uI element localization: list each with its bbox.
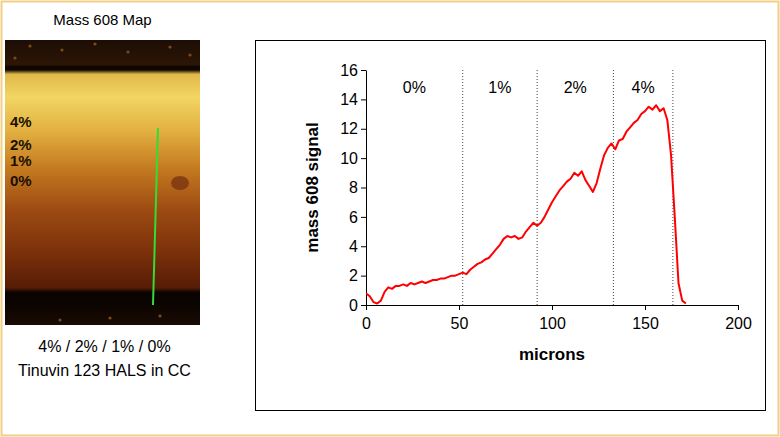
y-tick-mark — [361, 276, 366, 277]
map-background — [5, 40, 200, 325]
region-label: 1% — [488, 79, 511, 96]
layer-label: 1% — [10, 152, 32, 169]
x-tick: 150 — [632, 305, 659, 332]
y-tick-label: 4 — [349, 238, 358, 255]
y-tick: 8 — [349, 179, 366, 196]
x-tick: 200 — [725, 305, 752, 332]
layer-label: 4% — [10, 113, 32, 130]
y-tick-label: 12 — [340, 120, 358, 137]
x-tick-label: 100 — [539, 315, 566, 332]
x-tick-label: 150 — [632, 315, 659, 332]
x-tick-label: 200 — [725, 315, 752, 332]
map-speck — [60, 48, 63, 51]
map-speck — [168, 45, 171, 48]
y-tick: 0 — [349, 297, 366, 314]
x-tick-mark — [459, 305, 460, 310]
y-tick-mark — [361, 246, 366, 247]
figure: Mass 608 Map4%2%1%0%4% / 2% / 1% / 0%Tin… — [0, 0, 780, 437]
region-boundaries — [463, 70, 673, 305]
signal-line — [366, 105, 686, 303]
map-caption: 4% / 2% / 1% / 0% — [38, 338, 171, 355]
x-tick: 100 — [539, 305, 566, 332]
y-tick: 6 — [349, 208, 366, 225]
y-tick: 2 — [349, 267, 366, 284]
y-tick-label: 10 — [340, 150, 358, 167]
map-caption: Tinuvin 123 HALS in CC — [18, 362, 191, 379]
y-tick: 4 — [349, 238, 366, 255]
y-tick-mark — [361, 129, 366, 130]
map-speck — [93, 42, 96, 45]
y-tick-label: 2 — [349, 267, 358, 284]
y-tick-label: 14 — [340, 91, 358, 108]
map-title: Mass 608 Map — [53, 11, 151, 28]
profile-line — [153, 128, 158, 305]
y-tick-label: 0 — [349, 297, 358, 314]
region-label: 2% — [564, 79, 587, 96]
map-speck — [28, 44, 31, 47]
map-speck — [108, 316, 111, 319]
x-tick-mark — [645, 305, 646, 310]
y-tick: 16 — [340, 62, 366, 79]
layer-label: 2% — [10, 136, 32, 153]
map-speck — [13, 56, 16, 59]
y-tick: 14 — [340, 91, 366, 108]
y-tick-mark — [361, 217, 366, 218]
x-tick: 50 — [451, 305, 469, 332]
map-speck — [58, 318, 61, 321]
map-speck — [158, 314, 161, 317]
y-axis-line — [366, 71, 367, 306]
y-tick-mark — [361, 188, 366, 189]
map-speck — [126, 50, 129, 53]
y-tick-mark — [361, 70, 366, 71]
x-tick-label: 0 — [362, 315, 371, 332]
y-tick-mark — [361, 305, 366, 306]
map-speck — [188, 53, 191, 56]
y-tick: 10 — [340, 150, 366, 167]
y-tick-label: 8 — [349, 179, 358, 196]
y-tick: 12 — [340, 120, 366, 137]
y-tick-mark — [361, 99, 366, 100]
x-axis: 0 50 100 150 200 — [362, 305, 752, 332]
layer-label: 0% — [10, 172, 32, 189]
x-tick: 0 — [362, 305, 371, 332]
map-spot — [171, 176, 189, 190]
y-axis-title: mass 608 signal — [303, 122, 322, 252]
x-tick-mark — [366, 305, 367, 310]
x-axis-title: microns — [519, 345, 585, 364]
x-tick-mark — [738, 305, 739, 310]
y-axis: 0 2 4 6 8 10 12 14 16 — [340, 62, 366, 314]
y-tick-label: 6 — [349, 208, 358, 225]
map-image — [5, 40, 200, 325]
region-label: 4% — [632, 79, 655, 96]
region-label: 0% — [403, 79, 426, 96]
y-tick-label: 16 — [340, 62, 358, 79]
region-boundary — [613, 70, 614, 305]
outer-frame — [2, 2, 779, 436]
chart-frame — [256, 41, 766, 411]
region-boundary — [462, 70, 463, 305]
y-tick-mark — [361, 158, 366, 159]
x-tick-label: 50 — [451, 315, 469, 332]
x-tick-mark — [552, 305, 553, 310]
plot-marks — [366, 105, 686, 303]
region-boundary — [537, 70, 538, 305]
